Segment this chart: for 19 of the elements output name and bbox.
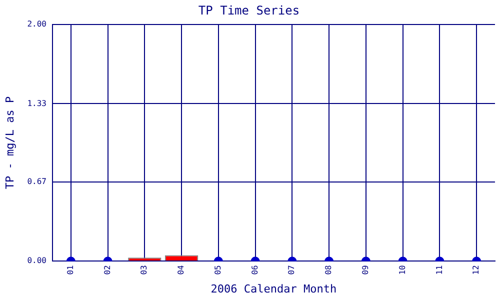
x-tick-label: 02 bbox=[102, 264, 112, 275]
y-axis-title: TP - mg/L as P bbox=[3, 96, 16, 190]
x-tick-label: 09 bbox=[361, 264, 370, 275]
x-tick-label: 12 bbox=[472, 264, 481, 275]
y-tick-label: 0.67 bbox=[27, 176, 47, 186]
x-tick-label: 01 bbox=[66, 264, 75, 275]
x-tick-label: 06 bbox=[250, 264, 260, 275]
x-tick-label: 10 bbox=[398, 264, 407, 275]
x-tick-label: 11 bbox=[434, 264, 444, 275]
x-tick-label: 03 bbox=[140, 264, 149, 275]
y-tick-label: 2.00 bbox=[27, 19, 47, 28]
x-tick-label: 08 bbox=[324, 264, 334, 275]
x-tick-label: 05 bbox=[213, 264, 222, 275]
x-tick-label: 07 bbox=[287, 264, 296, 275]
x-tick-label: 04 bbox=[176, 264, 186, 275]
x-axis-title: 2006 Calendar Month bbox=[210, 282, 337, 296]
y-tick-label: 1.33 bbox=[27, 98, 47, 108]
y-tick-label: 0.00 bbox=[27, 256, 47, 266]
chart-title: TP Time Series bbox=[198, 3, 300, 18]
